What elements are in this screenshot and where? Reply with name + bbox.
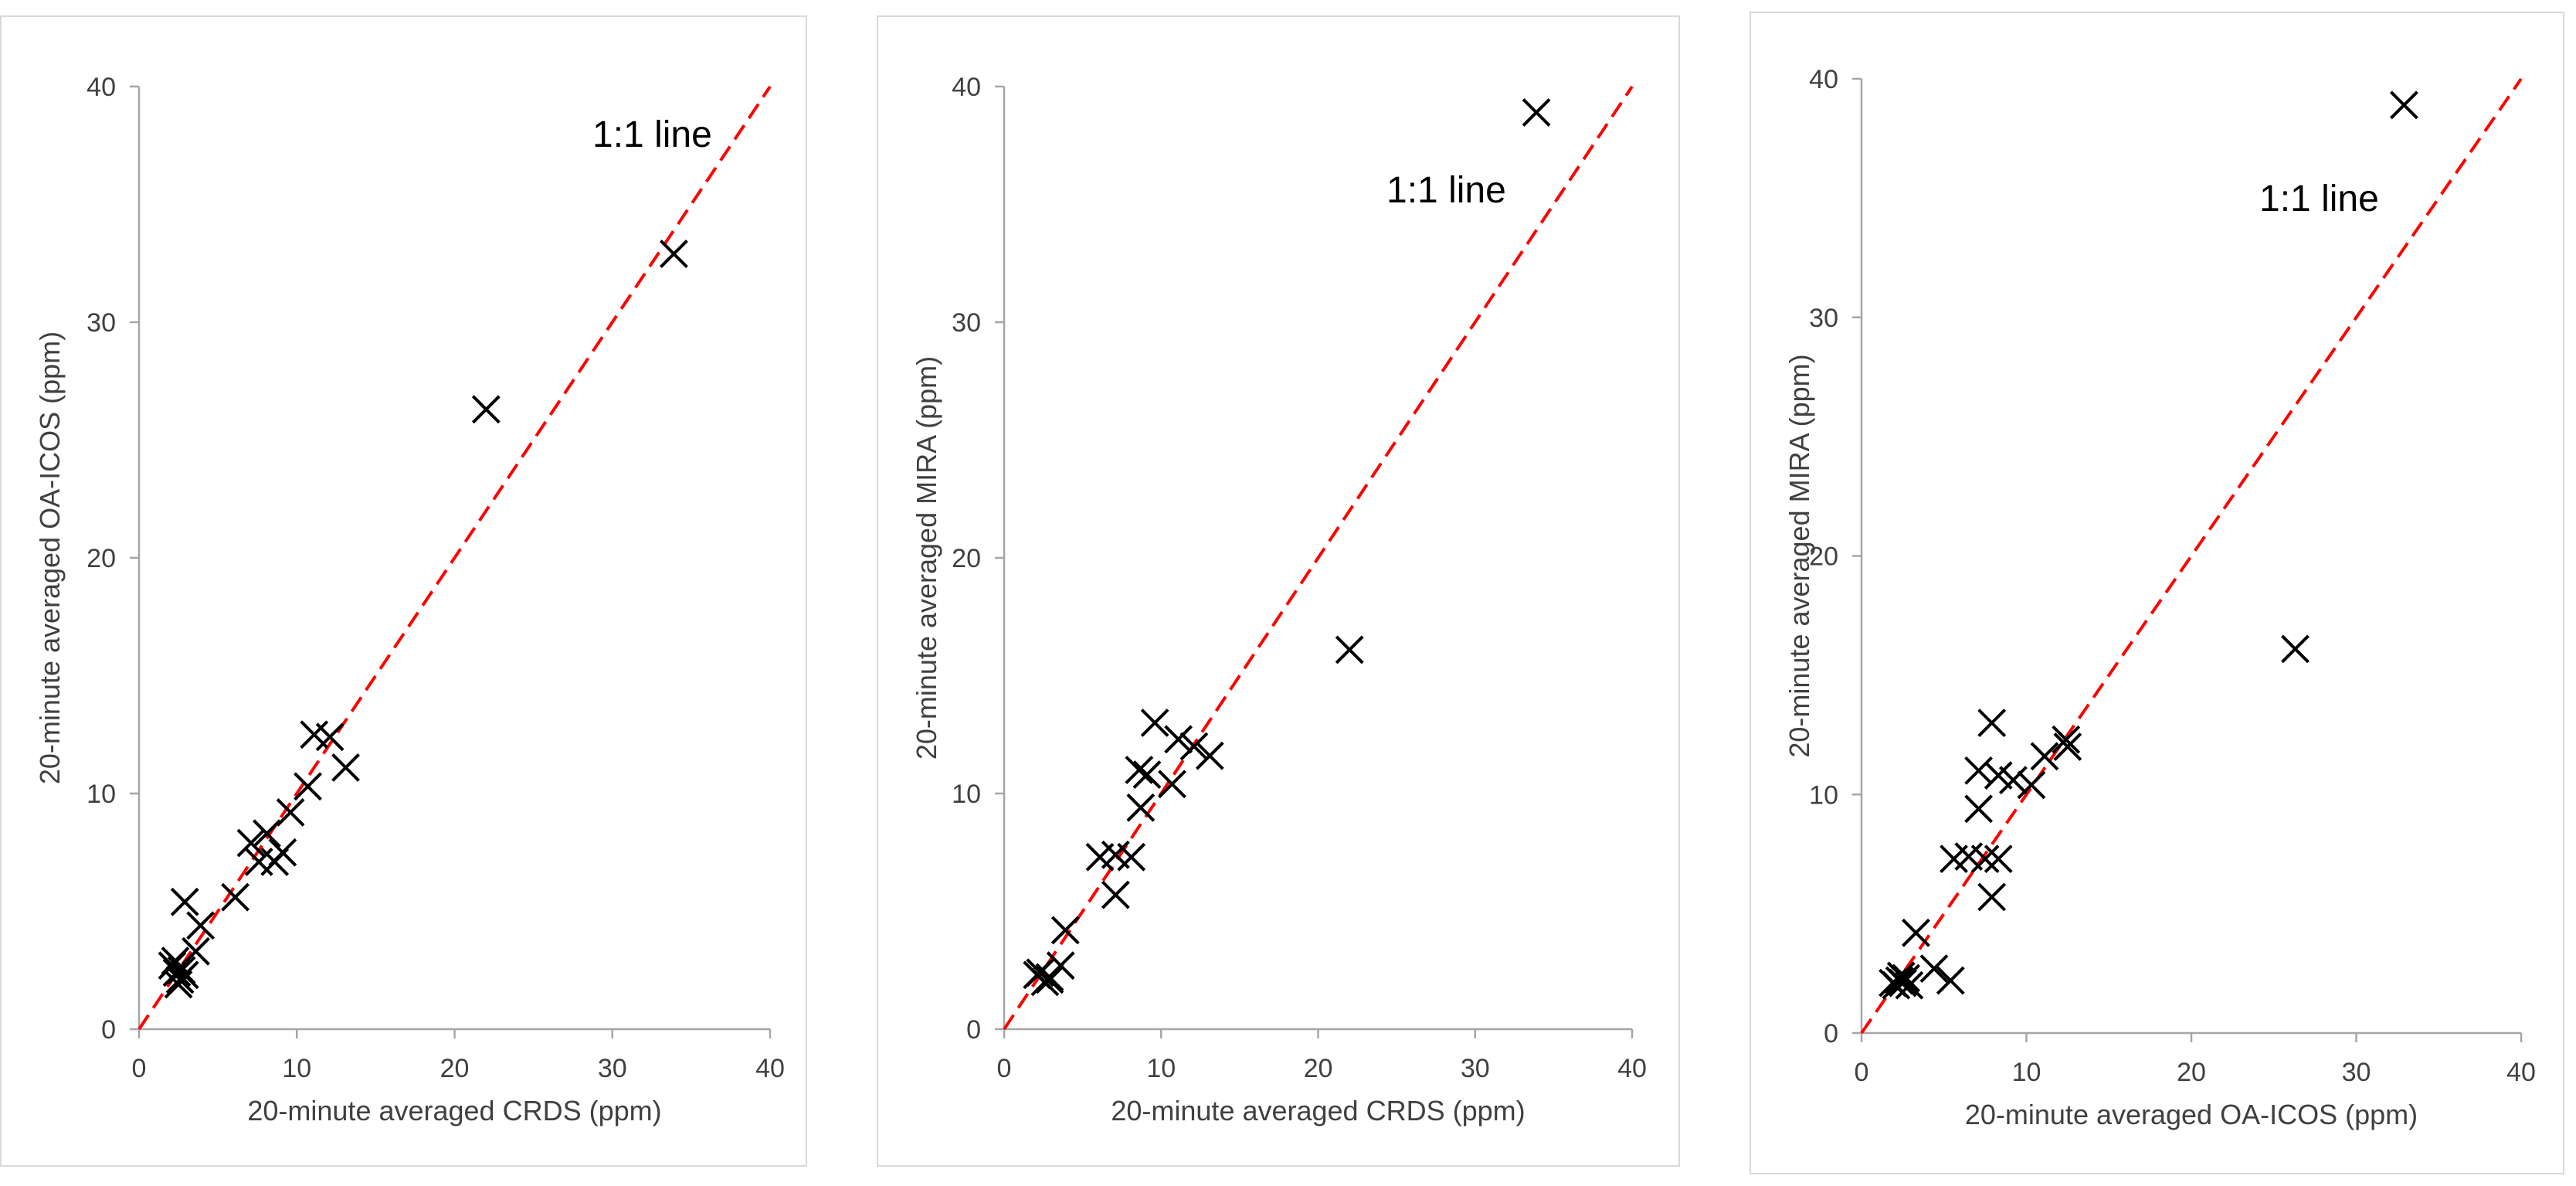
- x-tick-label: 10: [2012, 1058, 2041, 1087]
- data-point: [1117, 842, 1146, 872]
- x-tick-label: 0: [1855, 1058, 1869, 1087]
- one-to-one-annotation: 1:1 line: [592, 114, 712, 155]
- chart-panel-1: 0 10 20 30 40 0 10 20 30 40 20-minute averaged CRD…: [0, 15, 807, 1167]
- one-to-one-line: [137, 85, 772, 1031]
- chart-svg-1: 0 10 20 30 40 0 10 20 30 40 20-minute averaged CRD…: [34, 73, 785, 1127]
- x-tick-label: 20: [1304, 1054, 1333, 1083]
- one-to-one-line: [1860, 77, 2523, 1035]
- data-point: [1522, 98, 1551, 127]
- data-point: [1919, 954, 1949, 984]
- chart-panel-3: 0 10 20 30 40 0 10 20 30 40 20-minute averaged OA-…: [1750, 12, 2564, 1174]
- data-point: [167, 956, 196, 985]
- x-tick-label: 10: [1146, 1054, 1176, 1083]
- y-axis-title: 20-minute averaged MIRA (ppm): [911, 356, 942, 760]
- one-to-one-annotation: 1:1 line: [2259, 178, 2379, 219]
- x-tick-label: 40: [2506, 1058, 2536, 1087]
- data-point: [182, 936, 210, 966]
- x-tick-label: 30: [1461, 1054, 1490, 1083]
- x-tick-label: 20: [440, 1054, 470, 1083]
- y-tick-label: 20: [1809, 542, 1838, 572]
- data-point: [1895, 970, 1924, 1000]
- data-point: [331, 753, 360, 782]
- data-point: [170, 887, 199, 916]
- data-point: [1970, 844, 2000, 874]
- data-point: [1964, 756, 1993, 785]
- data-point: [2017, 770, 2046, 800]
- y-axis-title: 20-minute averaged MIRA (ppm): [1784, 354, 1815, 757]
- data-point: [2281, 634, 2310, 664]
- x-axis-title: 20-minute averaged CRDS (ppm): [247, 1095, 661, 1127]
- y-tick-label: 10: [1809, 780, 1838, 810]
- data-point: [244, 848, 273, 876]
- y-tick-label: 0: [1824, 1019, 1838, 1048]
- data-point: [1158, 770, 1186, 799]
- data-point: [236, 828, 266, 858]
- x-axis-title: 20-minute averaged OA-ICOS (ppm): [1965, 1099, 2418, 1130]
- data-point: [1984, 844, 2013, 874]
- y-tick-label: 0: [101, 1015, 116, 1045]
- data-point: [2390, 90, 2418, 120]
- data-point: [1195, 741, 1224, 770]
- data-point: [1126, 793, 1156, 822]
- data-point: [1125, 756, 1154, 784]
- y-axis-title: 20-minute averaged OA-ICOS (ppm): [34, 331, 66, 784]
- x-tick-label: 30: [598, 1054, 627, 1083]
- y-tick-label: 40: [87, 73, 116, 102]
- x-tick-label: 40: [1617, 1054, 1647, 1083]
- y-tick-label: 10: [87, 780, 116, 809]
- chart-panel-2: 0 10 20 30 40 0 10 20 30 40 20-minute averaged CRD…: [877, 15, 1680, 1167]
- data-point: [315, 722, 344, 752]
- data-point: [1335, 635, 1364, 664]
- data-point: [1977, 709, 2007, 738]
- data-point: [1964, 794, 1993, 824]
- data-point: [158, 951, 187, 980]
- data-point: [1164, 725, 1193, 754]
- x-tick-label: 10: [282, 1054, 311, 1083]
- y-tick-label: 10: [952, 780, 981, 809]
- data-point: [1179, 732, 1209, 761]
- data-point: [471, 395, 501, 424]
- data-point: [2053, 732, 2082, 761]
- y-tick-label: 0: [966, 1015, 981, 1045]
- x-tick-label: 30: [2342, 1058, 2371, 1087]
- y-tick-label: 30: [952, 308, 981, 338]
- data-point: [1977, 882, 2007, 912]
- one-to-one-line: [1003, 85, 1634, 1031]
- y-tick-label: 40: [1809, 65, 1838, 94]
- data-point: [2052, 725, 2081, 754]
- y-tick-label: 30: [1809, 304, 1838, 333]
- data-point: [659, 240, 688, 268]
- data-point: [1999, 766, 2028, 795]
- x-axis-title: 20-minute averaged CRDS (ppm): [1111, 1095, 1525, 1127]
- y-tick-label: 30: [87, 308, 116, 338]
- chart-svg-3: 0 10 20 30 40 0 10 20 30 40 20-minute averaged OA-…: [1784, 65, 2536, 1130]
- data-point: [186, 911, 216, 940]
- x-tick-label: 40: [755, 1054, 785, 1083]
- data-point: [162, 958, 192, 987]
- data-point: [1132, 760, 1162, 790]
- data-point: [253, 819, 281, 848]
- data-point: [1035, 965, 1064, 994]
- one-to-one-annotation: 1:1 line: [1386, 170, 1506, 211]
- y-tick-label: 20: [952, 544, 981, 573]
- data-point: [1936, 966, 1965, 995]
- data-point: [1101, 880, 1130, 909]
- data-point: [1888, 968, 1917, 997]
- data-point: [1050, 916, 1080, 945]
- data-point: [1902, 918, 1930, 947]
- data-point: [260, 848, 290, 876]
- data-point: [221, 882, 250, 912]
- data-point: [294, 772, 322, 801]
- x-tick-label: 0: [997, 1054, 1012, 1083]
- chart-svg-2: 0 10 20 30 40 0 10 20 30 40 20-minute averaged CRD…: [911, 73, 1647, 1127]
- data-point: [2030, 742, 2059, 771]
- data-point: [1140, 709, 1169, 737]
- x-tick-label: 0: [132, 1054, 147, 1083]
- y-tick-label: 20: [87, 544, 116, 573]
- x-tick-label: 20: [2177, 1058, 2206, 1087]
- data-point: [276, 797, 305, 827]
- y-tick-label: 40: [952, 73, 981, 102]
